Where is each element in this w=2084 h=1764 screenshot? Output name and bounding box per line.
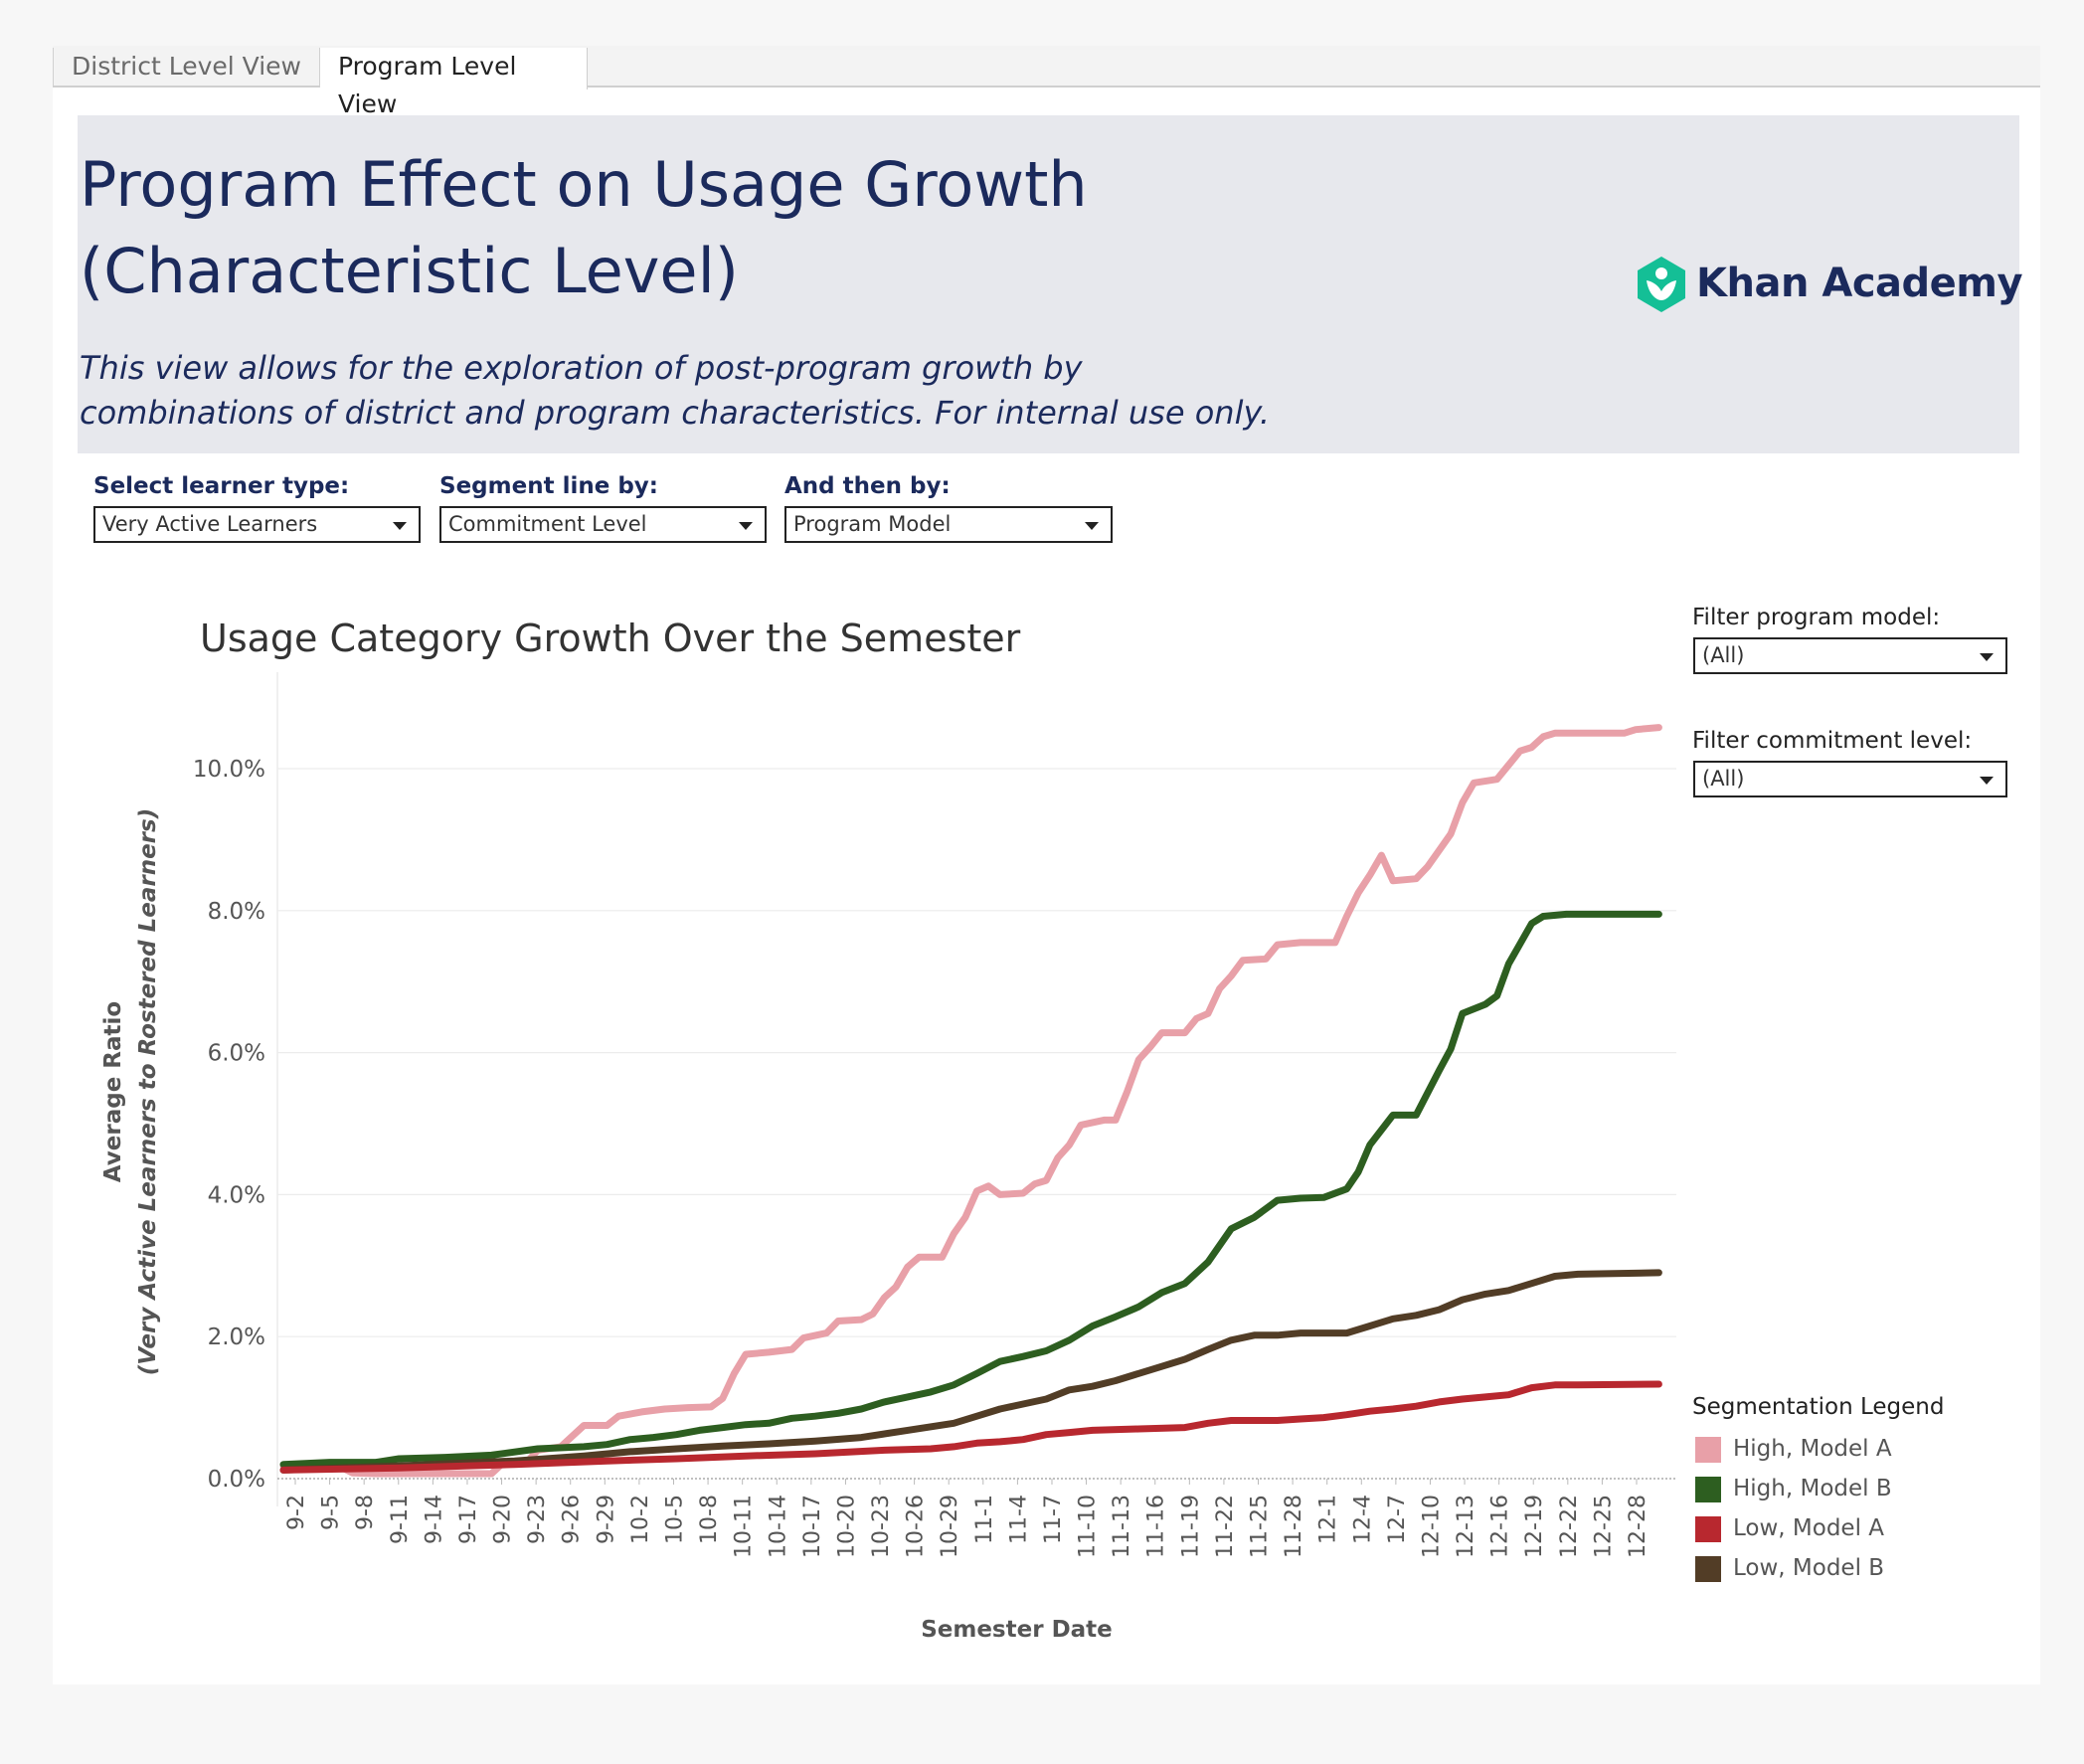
x-tick-label: 10-17 <box>800 1495 825 1558</box>
x-tick-label: 12-13 <box>1454 1495 1478 1558</box>
x-tick-label: 12-25 <box>1591 1495 1616 1558</box>
x-tick-label: 12-28 <box>1626 1495 1650 1558</box>
x-tick-label: 12-10 <box>1419 1495 1444 1558</box>
then-by-label: And then by: <box>784 473 951 499</box>
legend-swatch <box>1695 1437 1721 1463</box>
x-tick-label: 12-16 <box>1488 1495 1513 1558</box>
x-tick-label: 10-8 <box>697 1495 722 1544</box>
segment-by-value: Commitment Level <box>448 512 647 536</box>
x-tick-label: 11-7 <box>1041 1495 1066 1544</box>
x-tick-label: 11-10 <box>1076 1495 1101 1558</box>
x-tick-label: 11-4 <box>1006 1495 1031 1544</box>
legend-swatch <box>1695 1556 1721 1582</box>
legend-swatch <box>1695 1516 1721 1542</box>
filter-program-model-label: Filter program model: <box>1692 605 1941 630</box>
chevron-down-icon <box>1085 522 1099 530</box>
x-tick-label: 9-2 <box>284 1495 309 1530</box>
x-tick-label: 9-17 <box>456 1495 481 1544</box>
chevron-down-icon <box>1980 653 1994 661</box>
y-tick-label: 10.0% <box>193 757 265 783</box>
x-tick-label: 11-1 <box>972 1495 997 1544</box>
khan-academy-logo: Khan Academy <box>1635 255 2023 316</box>
x-tick-label: 9-5 <box>319 1495 344 1530</box>
x-tick-label: 9-29 <box>594 1495 618 1544</box>
legend-label: Low, Model A <box>1733 1515 1885 1541</box>
khan-academy-leaf-icon <box>1638 257 1685 312</box>
chevron-down-icon <box>1980 777 1994 785</box>
series-line-high-model-b <box>279 910 1662 1469</box>
x-tick-label: 10-20 <box>834 1495 859 1558</box>
learner-type-label: Select learner type: <box>93 473 350 499</box>
page-title: Program Effect on Usage Growth (Characte… <box>80 141 1173 314</box>
legend-label: High, Model B <box>1733 1476 1892 1501</box>
learner-type-value: Very Active Learners <box>102 512 318 536</box>
x-tick-label: 12-22 <box>1557 1495 1582 1558</box>
x-tick-label: 10-23 <box>869 1495 894 1558</box>
x-tick-label: 9-23 <box>525 1495 550 1544</box>
x-tick-label: 10-26 <box>904 1495 929 1558</box>
y-tick-label: 0.0% <box>208 1467 265 1493</box>
dashboard-app: District Level View Program Level View P… <box>53 46 2040 1684</box>
tab-program-level-view[interactable]: Program Level View <box>320 48 588 118</box>
header-banner: Program Effect on Usage Growth (Characte… <box>78 115 2023 453</box>
x-tick-label: 10-5 <box>662 1495 687 1544</box>
series-line-high-model-a <box>279 724 1662 1478</box>
x-tick-label: 12-19 <box>1522 1495 1547 1558</box>
x-tick-label: 12-4 <box>1350 1495 1375 1544</box>
logo-text: Khan Academy <box>1696 261 2023 306</box>
then-by-value: Program Model <box>793 512 952 536</box>
x-tick-label: 12-7 <box>1385 1495 1410 1544</box>
x-tick-label: 9-26 <box>560 1495 585 1544</box>
x-tick-label: 10-2 <box>628 1495 653 1544</box>
filter-commitment-level-value: (All) <box>1702 767 1745 791</box>
title-line-1: Program Effect on Usage Growth <box>80 148 1088 221</box>
chevron-down-icon <box>739 522 753 530</box>
filter-commitment-level-label: Filter commitment level: <box>1692 728 1973 754</box>
subtitle-line-2: combinations of district and program cha… <box>80 394 1271 432</box>
x-tick-label: 9-8 <box>353 1495 378 1530</box>
x-tick-label: 11-25 <box>1248 1495 1273 1558</box>
series-line-low-model-a <box>279 1380 1662 1474</box>
filter-commitment-level-select[interactable]: (All) <box>1693 761 2007 797</box>
subtitle-line-1: This view allows for the exploration of … <box>80 349 1083 387</box>
x-tick-label: 9-14 <box>422 1495 446 1544</box>
legend-label: Low, Model B <box>1733 1555 1885 1581</box>
x-tick-label: 9-20 <box>491 1495 516 1544</box>
x-tick-label: 11-19 <box>1178 1495 1203 1558</box>
x-tick-label: 11-22 <box>1213 1495 1238 1558</box>
filter-program-model-select[interactable]: (All) <box>1693 637 2007 674</box>
x-tick-label: 9-11 <box>388 1495 413 1544</box>
x-tick-label: 10-11 <box>732 1495 757 1558</box>
title-line-2: (Characteristic Level) <box>80 235 739 307</box>
x-tick-label: 11-16 <box>1144 1495 1169 1558</box>
tab-district-level-view[interactable]: District Level View <box>53 48 320 86</box>
x-tick-label: 11-28 <box>1282 1495 1306 1558</box>
segment-by-label: Segment line by: <box>439 473 658 499</box>
y-axis-subtitle: (Very Active Learners to Rostered Learne… <box>135 808 161 1375</box>
y-tick-label: 2.0% <box>208 1324 265 1350</box>
legend-swatch <box>1695 1477 1721 1502</box>
x-tick-label: 12-1 <box>1316 1495 1341 1544</box>
segment-by-select[interactable]: Commitment Level <box>439 506 767 543</box>
legend-title: Segmentation Legend <box>1692 1394 1945 1420</box>
x-tick-label: 11-13 <box>1110 1495 1134 1558</box>
series-line-low-model-b <box>279 1269 1662 1474</box>
then-by-select[interactable]: Program Model <box>784 506 1113 543</box>
learner-type-select[interactable]: Very Active Learners <box>93 506 421 543</box>
chevron-down-icon <box>393 522 407 530</box>
usage-growth-chart: 0.0% 2.0% 4.0% 6.0% 8.0% 10.0% 9-2 9-5 9-8 9-11 9-… <box>100 672 1676 1643</box>
view-tabs: District Level View Program Level View <box>53 46 2040 118</box>
x-tick-label: 10-14 <box>766 1495 790 1558</box>
y-tick-label: 6.0% <box>208 1041 265 1067</box>
x-axis-title: Semester Date <box>921 1617 1113 1643</box>
y-axis-title: Average Ratio <box>100 1001 126 1182</box>
x-tick-label: 10-29 <box>938 1495 962 1558</box>
filter-program-model-value: (All) <box>1702 643 1745 667</box>
page-subtitle: This view allows for the exploration of … <box>80 346 1273 436</box>
y-tick-label: 8.0% <box>208 899 265 925</box>
legend-label: High, Model A <box>1733 1436 1892 1462</box>
chart-title: Usage Category Growth Over the Semester <box>200 617 1021 660</box>
y-tick-label: 4.0% <box>208 1182 265 1208</box>
